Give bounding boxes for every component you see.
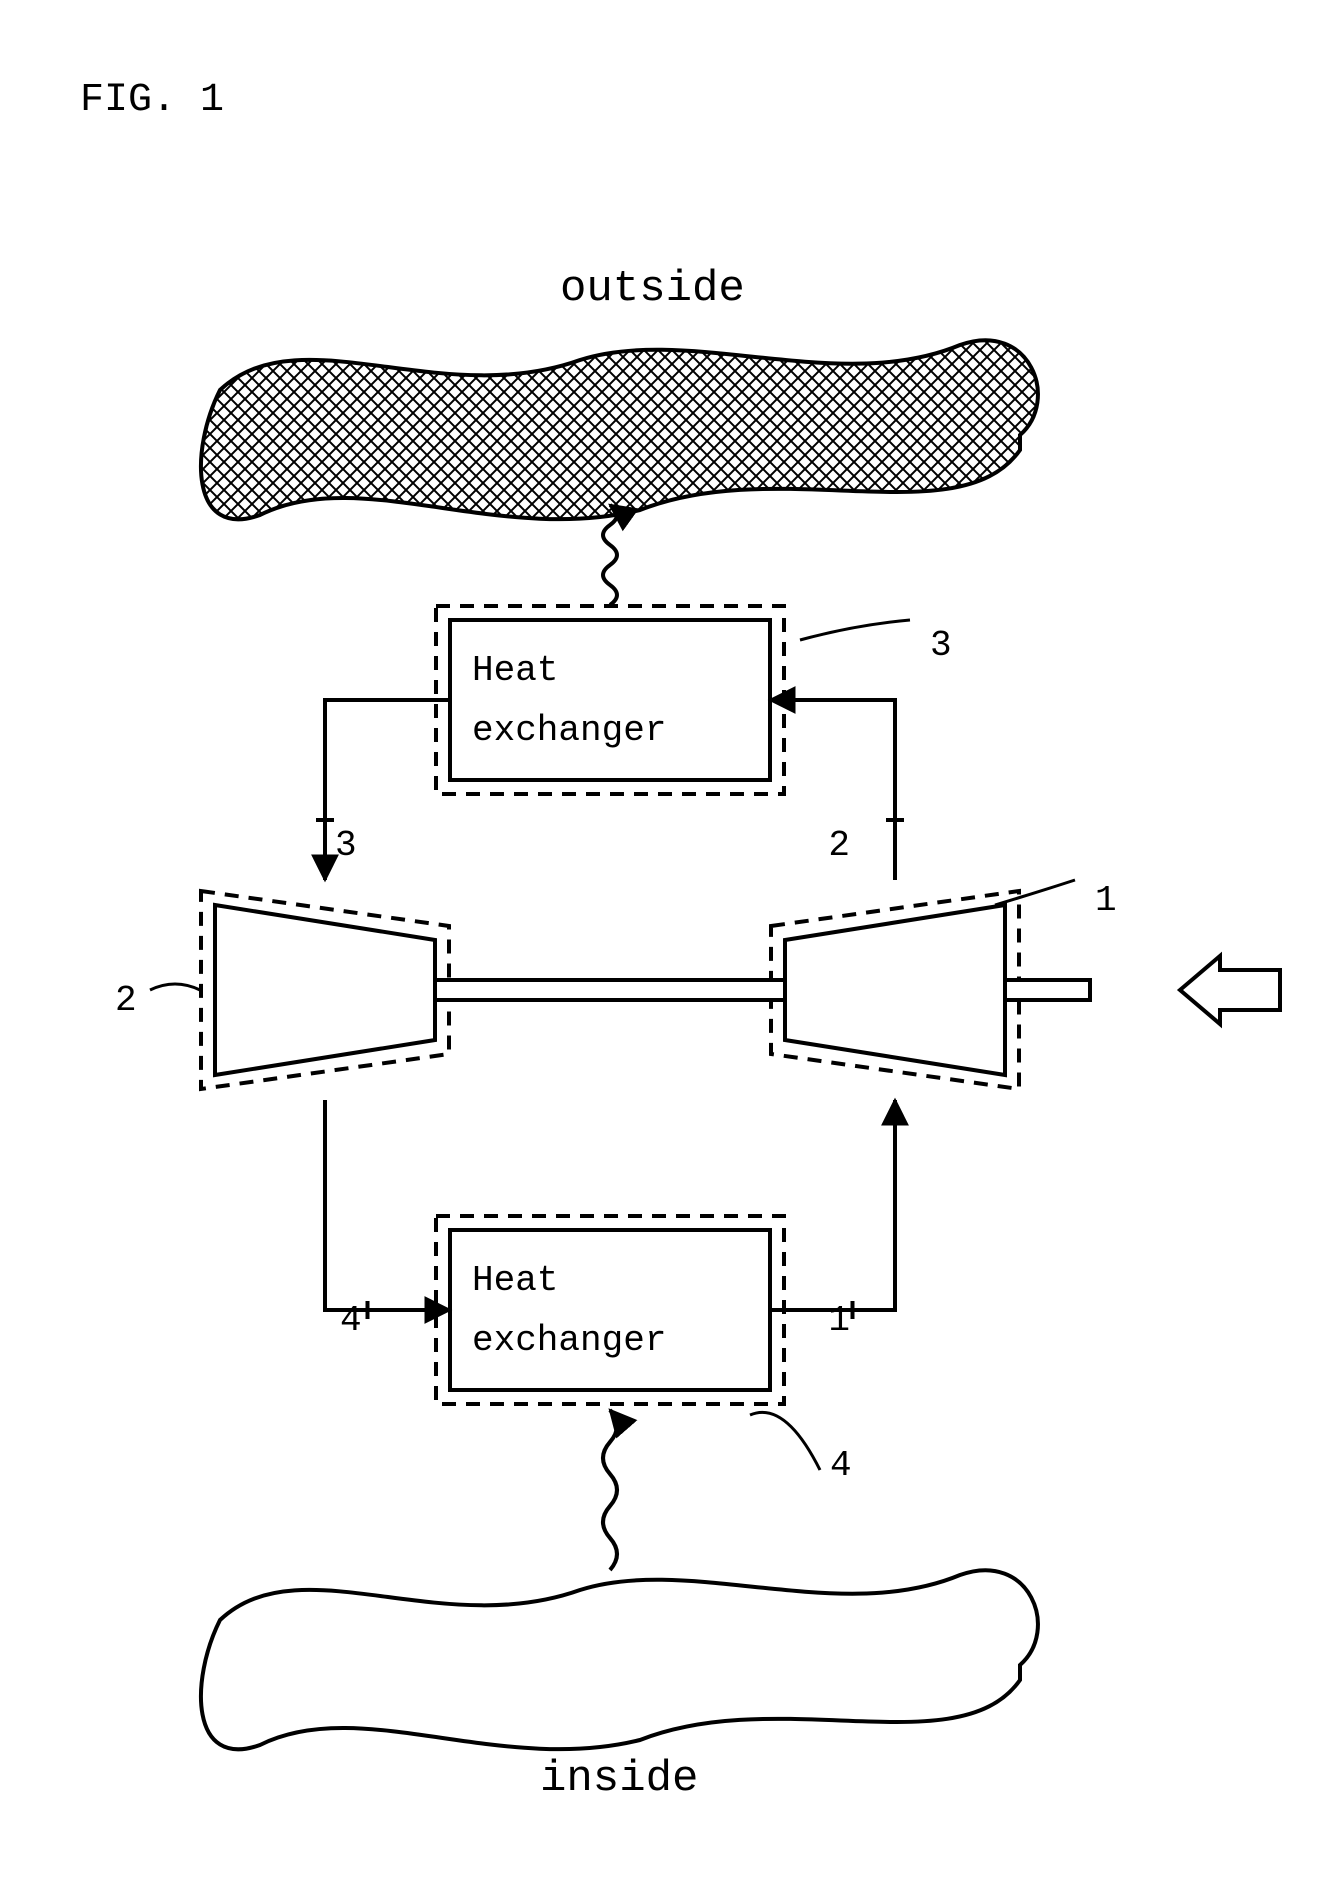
heat-exchanger-bot-refnum: 4 <box>830 1445 852 1486</box>
figure-title: FIG. 1 <box>80 78 224 123</box>
inside-reservoir <box>201 1570 1038 1749</box>
compressor <box>785 905 1005 1075</box>
expander <box>215 905 435 1075</box>
expander-refnum: 2 <box>115 980 137 1021</box>
heat-exchanger-bot-leader <box>750 1412 820 1470</box>
state-1-label: 1 <box>828 1300 850 1341</box>
heat-exchanger-top <box>450 620 770 780</box>
heat-exchanger-bot-label2: exchanger <box>472 1320 666 1361</box>
pipe-1 <box>770 1100 895 1310</box>
work-input-arrow <box>1180 956 1280 1024</box>
heat-exchanger-bot <box>450 1230 770 1390</box>
state-2-label: 2 <box>828 825 850 866</box>
shaft <box>435 980 785 1000</box>
outside-reservoir <box>201 340 1038 519</box>
heat-exchanger-top-leader <box>800 620 910 640</box>
shaft-ext <box>1005 980 1090 1000</box>
heat-exchanger-bot-label1: Heat <box>472 1260 558 1301</box>
heat-exchanger-top-refnum: 3 <box>930 625 952 666</box>
heat-in-arrow <box>603 1410 617 1570</box>
inside-label: inside <box>540 1754 698 1804</box>
expander-leader <box>150 984 200 990</box>
state-4-label: 4 <box>340 1300 362 1341</box>
compressor-refnum: 1 <box>1095 880 1117 921</box>
heat-out-arrow <box>603 505 617 605</box>
heat-exchanger-top-label2: exchanger <box>472 710 666 751</box>
heat-exchanger-top-label1: Heat <box>472 650 558 691</box>
compressor-leader <box>995 880 1075 905</box>
pipe-4 <box>325 1100 450 1310</box>
outside-label: outside <box>560 264 745 314</box>
state-3-label: 3 <box>335 825 357 866</box>
